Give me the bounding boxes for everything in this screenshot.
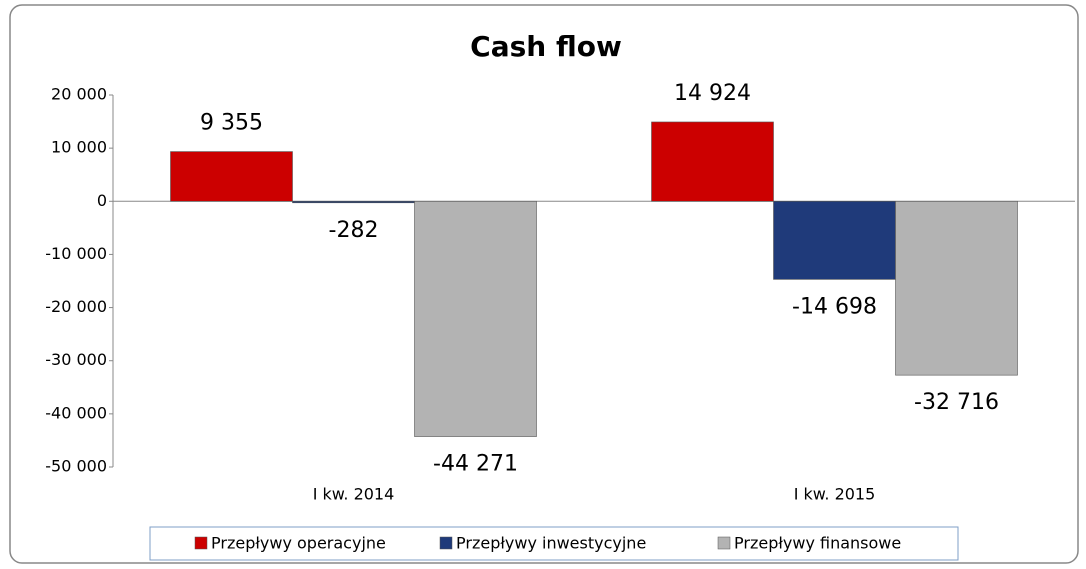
chart-title: Cash flow: [470, 30, 622, 63]
chart-border: [9, 4, 1079, 564]
y-tick-label: 20 000: [51, 85, 107, 104]
legend-swatch: [717, 536, 731, 550]
y-tick-label: -50 000: [45, 457, 107, 476]
data-label: -14 698: [792, 294, 877, 319]
x-tick-label: I kw. 2015: [794, 485, 876, 504]
bar: [773, 200, 896, 280]
legend-swatch: [439, 536, 453, 550]
legend-label: Przepływy inwestycyjne: [456, 534, 646, 553]
bar: [170, 151, 293, 202]
data-label: 9 355: [200, 111, 263, 136]
legend-box: [149, 526, 959, 561]
legend-label: Przepływy finansowe: [734, 534, 901, 553]
data-label: -282: [329, 218, 379, 243]
x-tick-label: I kw. 2014: [313, 485, 395, 504]
data-label: -32 716: [914, 390, 999, 415]
y-tick-label: 10 000: [51, 138, 107, 157]
y-tick-label: -30 000: [45, 350, 107, 369]
bar: [651, 121, 774, 202]
data-label: -44 271: [433, 452, 518, 477]
y-tick-label: 0: [97, 191, 107, 210]
legend-swatch: [194, 536, 208, 550]
y-tick-label: -10 000: [45, 244, 107, 263]
bar: [895, 200, 1018, 376]
bar: [414, 200, 537, 437]
y-tick-label: -20 000: [45, 297, 107, 316]
y-tick-label: -40 000: [45, 403, 107, 422]
data-label: 14 924: [674, 81, 751, 106]
bar: [292, 200, 415, 204]
legend-label: Przepływy operacyjne: [211, 534, 386, 553]
